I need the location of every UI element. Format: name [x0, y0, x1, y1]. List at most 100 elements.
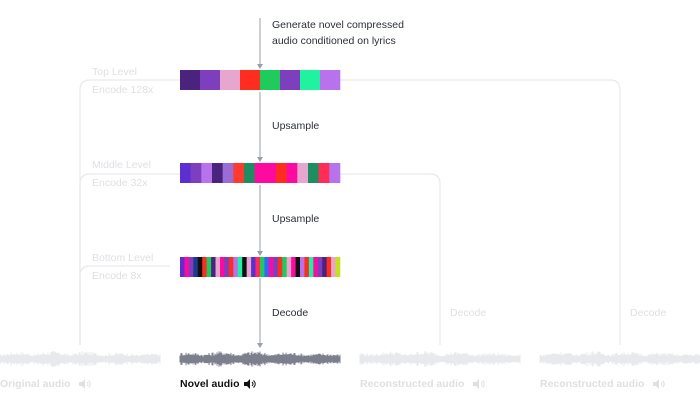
waveform-reconstructed-1 — [359, 351, 521, 367]
bottom-level-frame — [79, 265, 170, 345]
code-token — [329, 163, 341, 183]
code-token — [280, 70, 301, 90]
code-token — [224, 257, 230, 277]
code-token — [180, 70, 201, 90]
waveform-trace — [179, 351, 341, 367]
code-token — [201, 163, 213, 183]
top-level-encode: Encode 128x — [92, 84, 154, 96]
speaker-icon[interactable] — [473, 379, 485, 389]
caption-line-2: audio conditioned on lyrics — [272, 35, 396, 47]
code-token — [233, 257, 239, 277]
code-token — [180, 163, 191, 183]
speaker-icon[interactable] — [79, 379, 91, 389]
code-token — [317, 257, 323, 277]
code-token — [313, 257, 319, 277]
code-token — [277, 257, 283, 277]
code-token — [222, 163, 234, 183]
speaker-icons — [79, 379, 665, 389]
code-token — [282, 257, 287, 277]
code-token — [184, 257, 190, 277]
code-token — [308, 257, 314, 277]
code-token — [318, 163, 330, 183]
code-token — [240, 70, 261, 90]
waveform-label-original: Original audio — [0, 378, 71, 390]
code-token — [335, 257, 341, 277]
step-label-upsample-2: Upsample — [272, 213, 319, 225]
code-token — [206, 257, 212, 277]
waveform-trace — [539, 351, 700, 367]
code-token — [265, 163, 277, 183]
bottom-level-encode: Encode 8x — [92, 270, 142, 282]
code-token — [251, 257, 256, 277]
code-token — [260, 70, 281, 90]
code-token — [202, 257, 207, 277]
code-token — [220, 257, 225, 277]
middle-level-encode: Encode 32x — [92, 177, 148, 189]
waveform-label-novel: Novel audio — [180, 378, 240, 390]
waveform-label-reconstructed-1: Reconstructed audio — [360, 378, 464, 390]
step-label-decode: Decode — [272, 307, 308, 319]
code-token — [273, 257, 279, 277]
waveform-reconstructed-2 — [539, 351, 700, 367]
code-token — [233, 163, 245, 183]
code-token — [190, 163, 202, 183]
code-token — [276, 163, 287, 183]
middle-level-name: Middle Level — [92, 159, 151, 171]
code-token — [286, 163, 298, 183]
code-token — [264, 257, 270, 277]
code-token — [193, 257, 199, 277]
arrowhead-upsample-2 — [257, 251, 263, 256]
level-frames — [79, 79, 621, 345]
code-token — [220, 70, 241, 90]
code-token — [211, 257, 216, 277]
code-strips — [180, 70, 341, 277]
bottom-level-name: Bottom Level — [92, 252, 153, 264]
top-level-frame — [79, 79, 621, 345]
code-token — [188, 257, 194, 277]
code-token — [237, 257, 243, 277]
code-token — [300, 257, 305, 277]
waveform-novel — [179, 351, 341, 367]
code-token — [260, 257, 265, 277]
code-token — [297, 163, 309, 183]
code-token — [255, 257, 261, 277]
code-token — [291, 257, 296, 277]
speaker-icon[interactable] — [244, 379, 256, 389]
top-level-code-strip — [180, 70, 341, 90]
waveforms — [0, 351, 700, 367]
code-token — [304, 257, 310, 277]
arrowhead-decode — [257, 343, 263, 348]
waveform-label-reconstructed-2: Reconstructed audio — [540, 378, 644, 390]
code-token — [200, 70, 221, 90]
waveform-original — [0, 351, 161, 367]
speaker-icon[interactable] — [653, 379, 665, 389]
bottom-level-code-strip — [180, 257, 341, 277]
caption-line-1: Generate novel compressed — [272, 19, 404, 31]
code-token — [308, 163, 319, 183]
code-token — [300, 70, 321, 90]
code-token — [180, 257, 185, 277]
code-token — [326, 257, 332, 277]
step-label-upsample-1: Upsample — [272, 120, 319, 132]
code-token — [228, 257, 234, 277]
code-token — [215, 257, 221, 277]
side-decode-label-2: Decode — [630, 307, 666, 319]
level-labels: Top Level Encode 128x Middle Level Encod… — [92, 66, 666, 319]
arrowhead-caption — [257, 64, 263, 69]
code-token — [254, 163, 266, 183]
code-token — [246, 257, 252, 277]
top-level-name: Top Level — [92, 66, 137, 78]
code-token — [331, 257, 336, 277]
code-token — [320, 70, 341, 90]
code-token — [268, 257, 274, 277]
arrowhead-upsample-1 — [257, 157, 263, 162]
code-token — [242, 257, 247, 277]
middle-level-code-strip — [180, 163, 341, 183]
side-decode-label-1: Decode — [450, 307, 486, 319]
code-token — [322, 257, 327, 277]
flow-arrows — [257, 18, 263, 348]
waveform-trace — [359, 351, 521, 367]
code-token — [295, 257, 301, 277]
code-token — [197, 257, 203, 277]
